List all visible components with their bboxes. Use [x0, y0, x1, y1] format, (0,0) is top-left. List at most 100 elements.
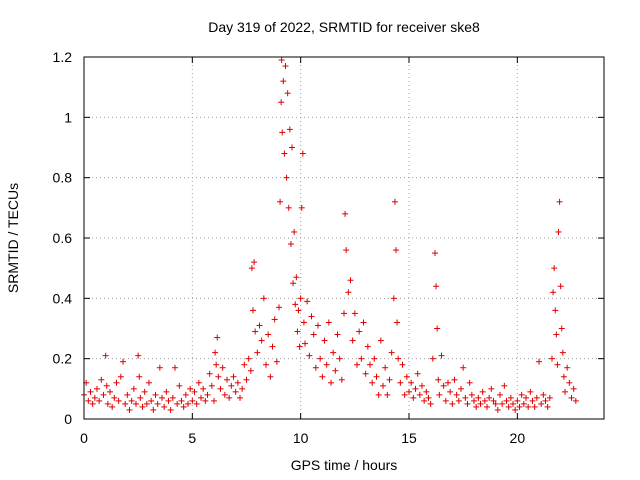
- data-point: [154, 400, 161, 407]
- data-point: [282, 63, 289, 70]
- data-point: [251, 259, 258, 266]
- data-point: [319, 373, 326, 380]
- data-point: [315, 322, 321, 329]
- data-point: [503, 397, 510, 404]
- data-point: [342, 210, 349, 217]
- x-tick-label: 15: [401, 430, 417, 446]
- data-point: [497, 391, 503, 398]
- data-point: [490, 397, 497, 404]
- data-point: [371, 355, 378, 362]
- data-point: [468, 391, 475, 398]
- data-point: [533, 394, 540, 401]
- data-point: [397, 379, 404, 386]
- data-point: [401, 391, 408, 398]
- data-point: [102, 352, 109, 359]
- data-point: [200, 385, 207, 392]
- data-point: [165, 397, 172, 404]
- data-point: [178, 397, 185, 404]
- data-point: [87, 388, 94, 395]
- data-point: [174, 400, 181, 407]
- data-point: [180, 403, 187, 410]
- data-point: [486, 394, 493, 401]
- data-point: [536, 358, 542, 365]
- data-point: [419, 382, 425, 389]
- data-point: [442, 397, 449, 404]
- data-point: [241, 361, 248, 368]
- data-point: [552, 307, 559, 314]
- data-point: [296, 343, 303, 350]
- data-point: [568, 394, 575, 401]
- data-point: [298, 204, 305, 211]
- data-point: [554, 361, 561, 368]
- data-point: [354, 361, 360, 368]
- data-point: [425, 394, 432, 401]
- data-point: [295, 307, 302, 314]
- data-point: [507, 394, 514, 401]
- data-point: [451, 376, 458, 383]
- data-point: [111, 394, 118, 401]
- y-tick-label: 0.6: [53, 230, 73, 246]
- data-point: [135, 352, 142, 359]
- data-point: [290, 280, 297, 287]
- data-point: [349, 337, 356, 344]
- data-point: [204, 391, 211, 398]
- data-point: [330, 349, 337, 356]
- data-point: [518, 391, 525, 398]
- data-point: [280, 78, 287, 85]
- data-point: [549, 355, 555, 362]
- data-point: [237, 394, 243, 401]
- data-point: [228, 382, 235, 389]
- y-tick-label: 0: [64, 411, 72, 427]
- data-point: [520, 400, 527, 407]
- data-point: [384, 391, 391, 398]
- data-point: [570, 385, 577, 392]
- data-point: [358, 355, 365, 362]
- x-axis-ticks: 0 5 10 15 20: [80, 57, 525, 446]
- data-point: [332, 367, 339, 374]
- data-point: [152, 391, 159, 398]
- data-point: [294, 328, 301, 335]
- data-point: [377, 337, 384, 344]
- data-point: [390, 295, 397, 302]
- data-point: [512, 406, 519, 413]
- data-point: [256, 322, 263, 329]
- y-axis-ticks: 0 0.2 0.4 0.6 0.8 1 1.2: [53, 49, 604, 427]
- data-point: [471, 397, 477, 404]
- data-point: [341, 310, 347, 317]
- data-point: [399, 361, 406, 368]
- data-point: [281, 150, 288, 157]
- data-point: [432, 250, 438, 257]
- y-tick-label: 1.2: [53, 49, 73, 65]
- data-point: [351, 310, 358, 317]
- data-point: [189, 397, 196, 404]
- data-point: [167, 406, 174, 413]
- data-point: [263, 361, 269, 368]
- data-point: [527, 388, 534, 395]
- data-point: [130, 385, 137, 392]
- data-point: [239, 385, 246, 392]
- data-point: [546, 394, 553, 401]
- data-point: [226, 394, 233, 401]
- data-point: [287, 241, 294, 248]
- data-point: [516, 403, 523, 410]
- data-point: [265, 331, 272, 338]
- data-point: [191, 388, 198, 395]
- data-point: [501, 382, 508, 389]
- data-point: [566, 379, 573, 386]
- data-point: [302, 340, 308, 347]
- data-point: [89, 400, 96, 407]
- data-point: [286, 126, 293, 133]
- data-point: [447, 388, 454, 395]
- data-point: [254, 349, 261, 356]
- data-point: [278, 99, 285, 106]
- data-point: [453, 391, 460, 398]
- data-point: [373, 373, 380, 380]
- data-point: [325, 319, 332, 326]
- data-point: [505, 403, 512, 410]
- x-tick-label: 20: [510, 430, 526, 446]
- data-point: [386, 376, 393, 383]
- data-point: [247, 367, 254, 374]
- data-point: [529, 397, 536, 404]
- data-point: [557, 283, 564, 290]
- data-point: [234, 379, 241, 386]
